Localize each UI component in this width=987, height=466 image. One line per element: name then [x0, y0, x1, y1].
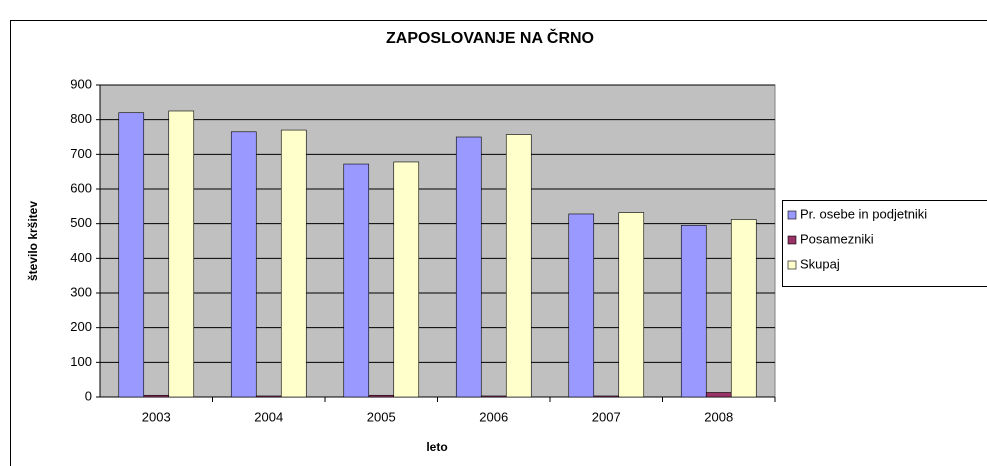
y-tick-label: 200 — [70, 319, 92, 334]
y-tick-label: 400 — [70, 250, 92, 265]
y-axis-label: število kršitev — [26, 201, 40, 281]
x-tick-label: 2006 — [479, 409, 508, 424]
chart-title: ZAPOSLOVANJE NA ČRNO — [386, 28, 594, 47]
y-tick-label: 600 — [70, 180, 92, 195]
bar — [168, 110, 195, 398]
y-tick-label: 500 — [70, 215, 92, 230]
bar — [280, 129, 307, 398]
x-axis-label: leto — [426, 440, 447, 454]
bar — [593, 395, 620, 398]
y-tick-label: 100 — [70, 354, 92, 369]
x-tick-label: 2005 — [367, 409, 396, 424]
bar — [705, 392, 732, 398]
legend-swatch — [787, 260, 797, 270]
y-tick-label: 700 — [70, 146, 92, 161]
bar — [730, 219, 757, 398]
legend-swatch — [787, 210, 797, 220]
x-tick-label: 2004 — [254, 409, 283, 424]
x-tick-label: 2008 — [704, 409, 733, 424]
bar — [618, 212, 645, 398]
y-tick-label: 900 — [70, 76, 92, 91]
legend-label: Posamezniki — [800, 231, 874, 246]
bar — [230, 131, 257, 398]
y-tick-label: 800 — [70, 111, 92, 126]
bar — [368, 394, 395, 398]
bar — [343, 163, 370, 398]
bar — [505, 134, 532, 398]
bar — [480, 395, 507, 398]
bar — [393, 161, 420, 398]
bar — [118, 112, 145, 398]
bar — [255, 395, 282, 398]
bar — [680, 225, 707, 398]
bar — [568, 213, 595, 398]
legend-label: Pr. osebe in podjetniki — [800, 206, 927, 221]
y-tick-label: 300 — [70, 284, 92, 299]
x-tick-label: 2007 — [592, 409, 621, 424]
y-tick-label: 0 — [85, 388, 92, 403]
legend-box — [782, 200, 987, 287]
bar — [455, 136, 482, 398]
legend-swatch — [787, 235, 797, 245]
plot-area — [99, 84, 776, 398]
x-tick-label: 2003 — [142, 409, 171, 424]
bar — [143, 394, 170, 398]
legend-label: Skupaj — [800, 256, 840, 271]
